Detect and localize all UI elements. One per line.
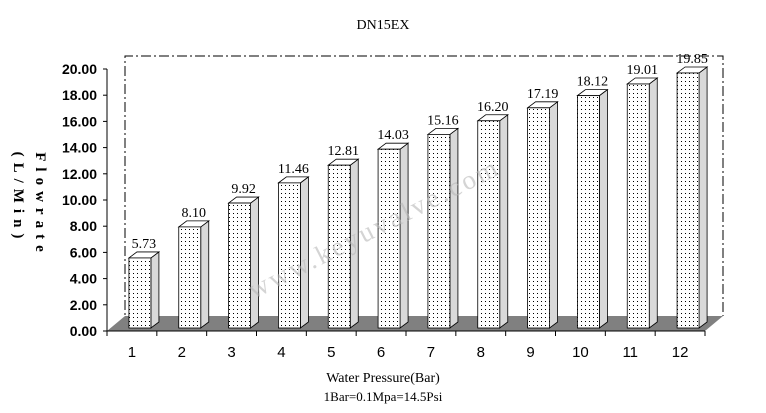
bar-4 [277, 176, 310, 329]
y-tick-label: 14.00 [62, 140, 97, 156]
chart-title: DN15EX [357, 18, 410, 33]
bar-2 [177, 220, 210, 329]
bar-front [676, 72, 700, 329]
bar-side [150, 251, 160, 329]
y-tick-label: 10.00 [62, 192, 97, 208]
x-tick-label: 10 [572, 344, 589, 361]
bar-front [527, 107, 550, 329]
x-tick-label: 3 [227, 344, 235, 361]
x-tick-label: 9 [526, 344, 534, 361]
x-axis: 1 2 3 4 5 6 7 8 9 10 11 12 [106, 330, 706, 361]
data-label: 12.81 [328, 144, 360, 159]
y-tick-label: 12.00 [62, 166, 97, 182]
y-axis-unit-label: (L/Min) [10, 152, 26, 245]
bars [127, 66, 709, 329]
bar-side [449, 127, 459, 329]
bar-front [626, 83, 650, 329]
x-axis-label: Water Pressure(Bar) [326, 371, 440, 386]
bar-8 [476, 113, 509, 329]
y-tick-label: 20.00 [62, 61, 97, 77]
x-tick-label: 6 [377, 344, 385, 361]
data-label: 19.85 [676, 52, 708, 67]
x-tick-label: 7 [427, 344, 435, 361]
bar-front [278, 182, 301, 329]
data-label: 5.73 [132, 237, 157, 252]
y-tick-label: 2.00 [70, 297, 97, 313]
data-label: 15.16 [427, 113, 459, 128]
y-tick-label: 0.00 [70, 323, 97, 339]
bar-6 [376, 142, 410, 329]
x-tick-label: 4 [277, 344, 285, 361]
back-wall [124, 55, 724, 328]
bar-side [250, 196, 259, 329]
bar-side [599, 88, 608, 329]
bar-front [577, 95, 600, 329]
data-label: 11.46 [278, 162, 309, 177]
data-label: 17.19 [527, 87, 559, 102]
data-label: 18.12 [577, 75, 609, 90]
bar-front [327, 164, 351, 329]
floor [107, 316, 723, 331]
bar-side [648, 77, 658, 329]
data-label: 9.92 [231, 182, 256, 197]
y-axis: 0.00 2.00 4.00 6.00 8.00 10.00 12.00 14.00 16.00… [62, 61, 108, 339]
y-tick-label: 6.00 [70, 244, 97, 260]
bar-11 [626, 77, 659, 329]
x-tick-label: 1 [128, 344, 136, 361]
bar-5 [327, 158, 360, 329]
x-tick-label: 8 [477, 344, 485, 361]
x-tick-label: 11 [622, 344, 638, 361]
bar-side [200, 220, 210, 329]
x-tick-label: 2 [178, 344, 186, 361]
bar-side [399, 142, 409, 329]
data-label: 19.01 [627, 63, 659, 78]
bar-front [178, 226, 202, 329]
bar-side [698, 66, 708, 329]
y-axis-label: Flowrate [32, 152, 48, 257]
data-label: 14.03 [377, 128, 409, 143]
bar-front [128, 257, 152, 329]
x-axis-note: 1Bar=0.1Mpa=14.5Psi [324, 389, 443, 404]
y-tick-label: 4.00 [70, 271, 97, 287]
y-tick-label: 16.00 [62, 113, 97, 129]
x-tick-label: 12 [672, 344, 689, 361]
bar-3 [227, 196, 260, 329]
bar-side [549, 101, 558, 329]
bar-front [427, 134, 451, 329]
bar-9 [526, 101, 559, 329]
bar-side [499, 113, 509, 329]
x-tick-label: 5 [327, 344, 335, 361]
data-labels: 5.73 8.10 9.92 11.46 12.81 14.03 15.16 16.20 17.… [132, 52, 708, 252]
bar-front [228, 202, 251, 329]
bar-10 [576, 88, 609, 329]
bar-1 [127, 251, 161, 329]
bar-7 [426, 127, 460, 329]
bar-12 [675, 66, 709, 329]
y-tick-label: 8.00 [70, 218, 97, 234]
data-label: 16.20 [477, 100, 509, 115]
y-tick-label: 18.00 [62, 87, 97, 103]
bar-front [477, 120, 501, 329]
bar-front [377, 148, 401, 329]
data-label: 8.10 [182, 206, 207, 221]
